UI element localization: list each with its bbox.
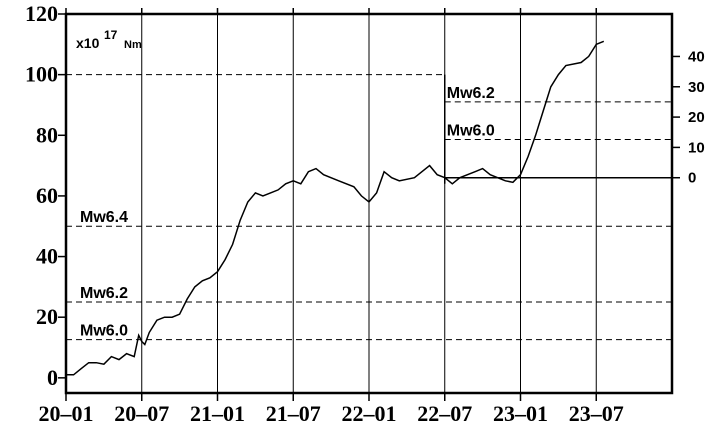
y2-tick-label: 20 (688, 109, 705, 126)
x-tick-label: 20–07 (114, 401, 169, 426)
unit-base: x10 (76, 35, 100, 51)
reference-label: Mw6.2 (80, 285, 128, 302)
x-tick-label: 22–01 (342, 401, 397, 426)
y-tick-label: 80 (36, 122, 58, 147)
unit-suffix: Nm (124, 39, 142, 51)
y2-tick-label: 10 (688, 139, 705, 156)
x-tick-label: 21–01 (190, 401, 245, 426)
x-tick-label: 21–07 (266, 401, 321, 426)
reference-label: Mw6.0 (80, 323, 128, 340)
y-tick-label: 60 (36, 183, 58, 208)
y2-tick-label: 40 (688, 48, 705, 65)
y-tick-label: 0 (47, 365, 58, 390)
y-tick-label: 120 (25, 1, 58, 26)
x-tick-label: 23–01 (493, 401, 548, 426)
x-tick-label: 22–07 (417, 401, 472, 426)
y-tick-label: 20 (36, 304, 58, 329)
plot-frame (64, 12, 674, 395)
reference-label: Mw6.0 (447, 123, 495, 140)
x-tick-label: 23–07 (569, 401, 624, 426)
y-tick-label: 40 (36, 244, 58, 269)
x-tick-label: 20–01 (39, 401, 94, 426)
data-line (66, 40, 605, 376)
reference-label: Mw6.4 (80, 209, 128, 226)
reference-label: Mw6.2 (447, 85, 495, 102)
y2-tick-label: 30 (688, 79, 705, 96)
y-tick-label: 100 (25, 62, 58, 87)
unit-exponent: 17 (104, 28, 118, 42)
y2-tick-label: 0 (688, 170, 696, 187)
